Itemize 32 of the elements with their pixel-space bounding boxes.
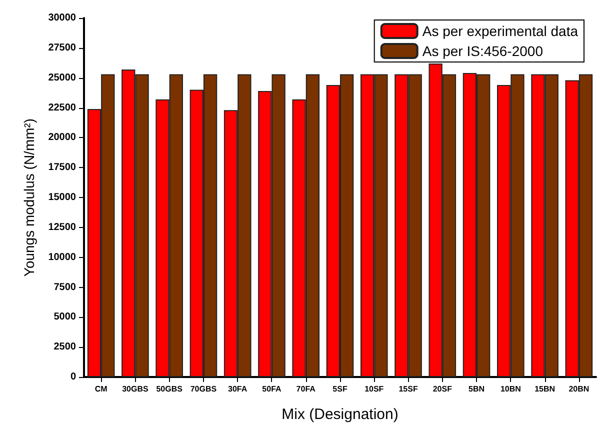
x-tick-label: 10SF <box>364 384 384 394</box>
y-axis-title: Youngs modulus (N/mm²) <box>21 118 37 277</box>
y-tick-label: 30000 <box>48 12 76 24</box>
y-tick-label: 17500 <box>48 162 76 174</box>
legend-label: As per IS:456-2000 <box>422 43 544 59</box>
x-tick-label: 20BN <box>568 384 590 394</box>
y-tick-label: 25000 <box>48 72 76 84</box>
x-tick-label: 15BN <box>534 384 556 394</box>
x-tick-label: 5BN <box>468 384 485 394</box>
y-tick-label: 15000 <box>48 192 76 203</box>
x-tick-label: 30GBS <box>122 384 149 394</box>
x-tick-label: 50FA <box>262 384 282 394</box>
y-tick-label: 10000 <box>48 252 76 263</box>
x-axis-title: Mix (Designation) <box>282 406 398 423</box>
y-tick-label: 27500 <box>48 42 76 54</box>
legend-label: As per experimental data <box>422 23 578 39</box>
x-tick-label: 70GBS <box>190 384 218 394</box>
x-tick-label: 50GBS <box>156 384 184 394</box>
x-tick-label: 5SF <box>332 384 348 394</box>
y-tick-label: 20000 <box>48 132 76 144</box>
y-tick-label: 0 <box>70 372 76 382</box>
y-tick-label: 5000 <box>54 312 76 323</box>
y-tick-label: 2500 <box>54 342 76 353</box>
y-tick-label: 12500 <box>48 222 76 233</box>
x-tick-label: 30FA <box>228 384 248 394</box>
x-tick-label: 20SF <box>432 384 452 394</box>
x-tick-label: CM <box>94 384 108 394</box>
y-tick-label: 22500 <box>48 102 76 114</box>
x-tick-label: 10BN <box>500 384 522 394</box>
x-tick-label: 15SF <box>398 384 418 394</box>
y-tick-label: 7500 <box>54 282 76 293</box>
x-tick-label: 70FA <box>296 384 316 394</box>
